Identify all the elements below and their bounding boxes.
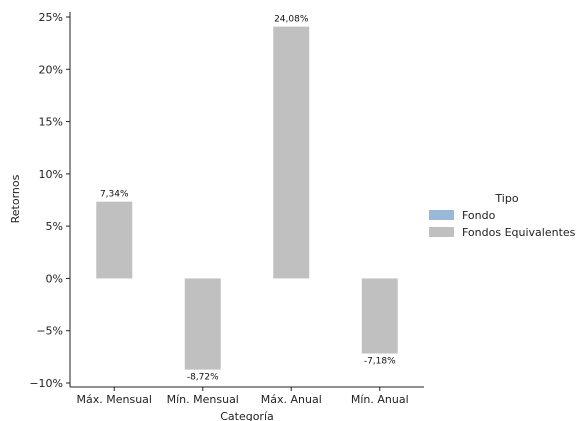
bar — [273, 26, 310, 279]
bar — [96, 201, 133, 279]
data-label: -7,18% — [364, 357, 396, 367]
x-axis: Máx. Mensual Mín. Mensual Máx. Anual Mín. A… — [70, 386, 424, 406]
legend: Tipo Fondo Fondos Equivalentes — [429, 192, 576, 239]
y-axis: −10% −5% 0% 5% 10% 15% 20% 25% — [29, 11, 71, 390]
y-tick-label: 10% — [39, 168, 63, 181]
legend-label: Fondos Equivalentes — [462, 226, 576, 239]
bar — [361, 278, 398, 354]
plot-area: 7,34% -8,72% 24,08% -7,18% — [96, 15, 398, 383]
x-tick-label: Máx. Anual — [261, 393, 322, 406]
legend-swatch — [429, 227, 454, 237]
legend-label: Fondo — [462, 209, 496, 222]
y-tick-label: 20% — [39, 63, 63, 76]
data-label: 24,08% — [274, 15, 309, 25]
legend-title: Tipo — [494, 192, 518, 205]
y-axis-label: Retornos — [9, 174, 22, 223]
y-tick-label: −5% — [36, 325, 63, 338]
bar — [184, 278, 221, 370]
x-tick-label: Máx. Mensual — [77, 393, 152, 406]
y-tick-label: −10% — [29, 377, 63, 390]
x-tick-label: Mín. Mensual — [167, 393, 239, 406]
legend-swatch — [429, 210, 454, 220]
y-tick-label: 0% — [46, 272, 63, 285]
x-tick-label: Mín. Anual — [351, 393, 409, 406]
data-label: -8,72% — [187, 373, 219, 383]
x-axis-label: Categoría — [220, 410, 274, 421]
data-label: 7,34% — [100, 190, 129, 200]
y-tick-label: 25% — [39, 11, 63, 24]
y-tick-label: 15% — [39, 116, 63, 129]
y-tick-label: 5% — [46, 220, 63, 233]
